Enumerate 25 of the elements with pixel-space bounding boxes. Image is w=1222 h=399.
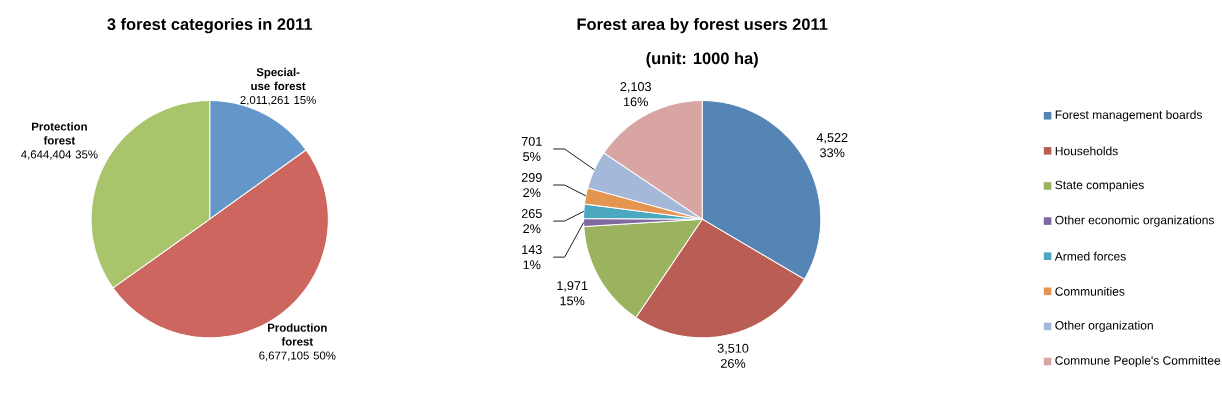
slice-label: Production forest <box>268 323 327 346</box>
legend-label: Other economic organizations <box>1055 215 1214 227</box>
data-label: 299 2% <box>521 172 542 197</box>
chart-subtitle: (unit: 1000 ha) <box>646 51 758 68</box>
legend-label: Other organization <box>1055 320 1153 332</box>
legend-label: State companies <box>1055 180 1144 192</box>
data-label: 1,971 15% <box>557 280 588 306</box>
data-label: 2,011,261 15% <box>240 95 316 106</box>
data-label: 143 1% <box>522 244 542 269</box>
chart-title: Forest area by forest users 2011 <box>577 17 828 34</box>
legend-label: Armed forces <box>1054 251 1126 261</box>
data-label: 701 5% <box>521 136 542 161</box>
legend-label: Commune People's Committee <box>1055 355 1221 367</box>
data-label: 6,677,105 50% <box>259 351 336 361</box>
slice-label: Special-use forest <box>251 67 306 90</box>
legend-label: Communities <box>1055 286 1125 296</box>
data-label: 4,644,404 35% <box>21 150 98 160</box>
data-label: 2,103 16% <box>620 81 651 107</box>
slice-label: Protection forest <box>32 122 87 145</box>
chart-title: 3 forest categories in 2011 <box>107 17 313 34</box>
data-label: 4,522 33% <box>816 132 848 157</box>
legend-label: Forest management boards <box>1055 109 1202 122</box>
data-label: 3,510 26% <box>717 343 749 368</box>
legend-label: Households <box>1055 146 1118 156</box>
data-label: 265 2% <box>521 208 542 233</box>
